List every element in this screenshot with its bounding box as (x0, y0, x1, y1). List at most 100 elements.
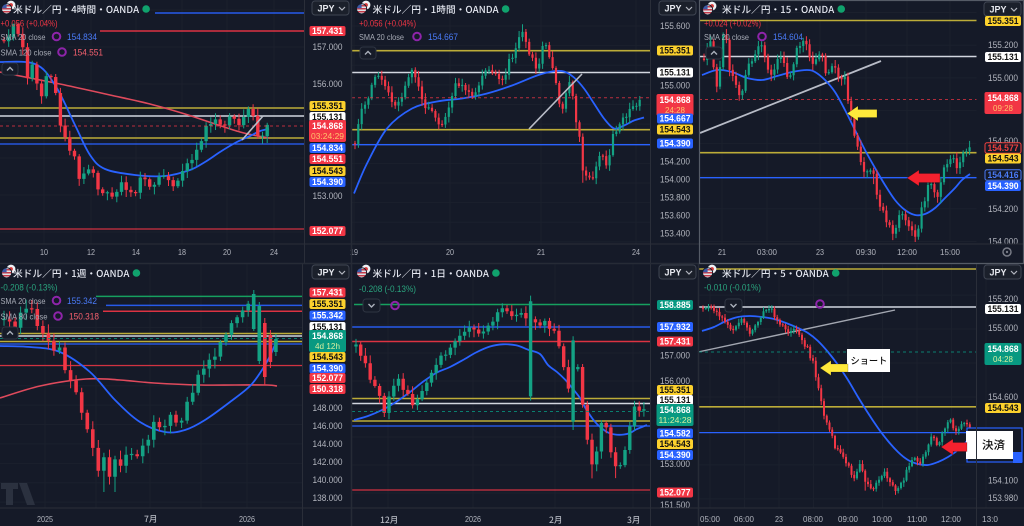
svg-text:154.667: 154.667 (428, 32, 458, 42)
svg-text:24: 24 (632, 247, 640, 257)
svg-text:158.885: 158.885 (660, 300, 691, 310)
svg-text:154.000: 154.000 (988, 237, 1018, 247)
svg-text:155.342: 155.342 (312, 311, 343, 321)
svg-text:155.131: 155.131 (988, 52, 1019, 62)
svg-text:152.077: 152.077 (312, 373, 343, 383)
svg-text:19: 19 (350, 247, 358, 257)
svg-text:153.800: 153.800 (660, 193, 690, 203)
svg-text:SMA 20 close: SMA 20 close (1, 32, 46, 42)
svg-text:155.351: 155.351 (988, 16, 1019, 26)
svg-text:15:00: 15:00 (940, 247, 960, 257)
svg-text:-0.208 (-0.13%): -0.208 (-0.13%) (359, 284, 416, 294)
svg-text:155.351: 155.351 (312, 299, 343, 309)
svg-text:154.543: 154.543 (660, 125, 691, 135)
svg-text:153.600: 153.600 (660, 211, 690, 221)
svg-text:155.131: 155.131 (660, 395, 691, 405)
svg-text:155.131: 155.131 (312, 112, 343, 122)
svg-text:SMA 80 close: SMA 80 close (1, 312, 48, 322)
svg-text:+0.024 (+0.02%): +0.024 (+0.02%) (704, 19, 761, 29)
svg-text:10:00: 10:00 (872, 514, 892, 524)
svg-text:154.416: 154.416 (988, 170, 1019, 180)
svg-text:04:28: 04:28 (993, 355, 1014, 364)
svg-text:155.131: 155.131 (312, 322, 343, 332)
svg-text:-0.010 (-0.01%): -0.010 (-0.01%) (704, 283, 761, 293)
svg-text:2025: 2025 (37, 514, 53, 524)
svg-text:18: 18 (178, 247, 186, 257)
svg-text:JPY: JPY (664, 4, 681, 14)
svg-text:09:28: 09:28 (993, 104, 1014, 113)
svg-text:12:00: 12:00 (897, 247, 917, 257)
svg-text:20: 20 (223, 247, 231, 257)
svg-text:14: 14 (132, 247, 140, 257)
svg-text:156.000: 156.000 (313, 79, 343, 89)
svg-text:155.351: 155.351 (312, 101, 343, 111)
svg-text:154.604: 154.604 (773, 32, 803, 42)
svg-text:03:00: 03:00 (757, 247, 777, 257)
svg-text:155.200: 155.200 (988, 294, 1018, 304)
svg-text:JPY: JPY (317, 4, 334, 14)
svg-text:13:0: 13:0 (982, 514, 998, 524)
svg-text:155.351: 155.351 (660, 46, 691, 56)
svg-text:4d 12h: 4d 12h (315, 342, 340, 351)
svg-text:154.551: 154.551 (312, 154, 343, 164)
svg-text:154.390: 154.390 (988, 181, 1019, 191)
svg-text:155.000: 155.000 (660, 81, 690, 91)
svg-text:154.582: 154.582 (660, 429, 691, 439)
svg-text:152.077: 152.077 (660, 488, 691, 498)
svg-text:153.000: 153.000 (660, 459, 690, 469)
svg-text:154.200: 154.200 (660, 157, 690, 167)
svg-text:08:00: 08:00 (803, 514, 823, 524)
svg-text:JPY: JPY (989, 5, 1006, 15)
svg-text:155.131: 155.131 (988, 304, 1019, 314)
svg-text:155.600: 155.600 (660, 21, 690, 31)
svg-text:157.431: 157.431 (312, 26, 343, 36)
svg-text:JPY: JPY (317, 268, 334, 278)
svg-text:155.200: 155.200 (988, 40, 1018, 50)
svg-text:150.318: 150.318 (312, 384, 343, 394)
svg-text:23: 23 (775, 514, 783, 524)
svg-text:21: 21 (718, 247, 726, 257)
svg-text:SMA 20 close: SMA 20 close (1, 296, 46, 306)
svg-text:153.000: 153.000 (313, 191, 343, 201)
svg-text:154.868: 154.868 (312, 121, 343, 131)
svg-text:157.932: 157.932 (660, 322, 691, 332)
svg-text:+0.056 (+0.04%): +0.056 (+0.04%) (359, 19, 416, 29)
svg-text:154.390: 154.390 (312, 177, 343, 187)
svg-text:142.000: 142.000 (313, 457, 343, 467)
svg-text:153.400: 153.400 (660, 229, 690, 239)
svg-text:154.834: 154.834 (67, 32, 97, 42)
svg-text:154.667: 154.667 (660, 114, 691, 124)
svg-text:155.131: 155.131 (660, 68, 691, 78)
svg-text:-0.208 (-0.13%): -0.208 (-0.13%) (1, 283, 58, 293)
svg-text:24:28: 24:28 (665, 106, 686, 115)
svg-text:154.390: 154.390 (312, 364, 343, 374)
svg-text:10: 10 (40, 247, 48, 257)
svg-text:154.543: 154.543 (660, 439, 691, 449)
svg-text:154.834: 154.834 (312, 143, 343, 153)
svg-text:SMA 20 close: SMA 20 close (359, 32, 404, 42)
svg-text:154.200: 154.200 (988, 204, 1018, 214)
svg-text:154.543: 154.543 (988, 154, 1019, 164)
svg-text:06:00: 06:00 (734, 514, 754, 524)
svg-text:154.551: 154.551 (73, 48, 103, 58)
svg-text:154.868: 154.868 (988, 93, 1019, 103)
svg-text:144.000: 144.000 (313, 439, 343, 449)
svg-text:154.868: 154.868 (660, 95, 691, 105)
svg-text:157.000: 157.000 (660, 351, 690, 361)
svg-text:157.431: 157.431 (660, 337, 691, 347)
svg-text:155.342: 155.342 (67, 296, 97, 306)
svg-text:+0.056 (+0.04%): +0.056 (+0.04%) (1, 19, 58, 29)
svg-text:20: 20 (446, 247, 454, 257)
svg-text:155.351: 155.351 (660, 385, 691, 395)
svg-text:138.000: 138.000 (313, 493, 343, 503)
svg-text:12: 12 (87, 247, 95, 257)
svg-text:2026: 2026 (239, 514, 255, 524)
svg-text:155.000: 155.000 (988, 73, 1018, 83)
svg-text:150.318: 150.318 (69, 312, 99, 322)
svg-text:154.600: 154.600 (988, 392, 1018, 402)
svg-text:11:24:28: 11:24:28 (659, 416, 693, 425)
svg-text:148.000: 148.000 (313, 403, 343, 413)
svg-text:2026: 2026 (465, 514, 481, 524)
svg-text:12:00: 12:00 (941, 514, 961, 524)
svg-text:23: 23 (816, 247, 824, 257)
